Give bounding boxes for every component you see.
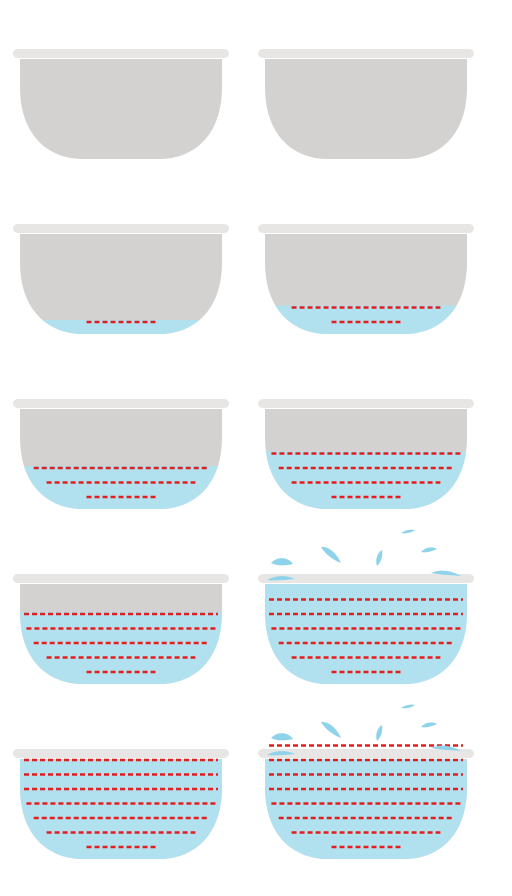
water-fill (265, 305, 467, 334)
water-splash-drop (421, 722, 437, 728)
pot-body (265, 59, 467, 159)
pot (258, 704, 474, 859)
water-splash-drop (271, 733, 293, 741)
water-splash-drop (421, 547, 437, 553)
water-splash-drop (431, 745, 461, 751)
water-splash-drop (321, 721, 341, 738)
water-fill (20, 466, 222, 509)
pot (13, 49, 229, 159)
water-splash-drop (401, 704, 415, 709)
pot (258, 49, 474, 159)
pot-rim (258, 399, 474, 408)
water-splash-drop (376, 725, 383, 741)
pot (13, 399, 229, 509)
pot-rim (13, 49, 229, 58)
water-splash-drop (271, 558, 293, 566)
water-splash-drop (267, 751, 295, 756)
pot-rim (13, 224, 229, 233)
water-fill (20, 320, 222, 334)
water-splash-drop (267, 576, 295, 581)
pot-rim (258, 224, 474, 233)
water-fill (20, 612, 222, 684)
water-fill (265, 451, 467, 509)
pot (13, 749, 229, 859)
pot-rim (258, 574, 474, 583)
pot-rim (13, 399, 229, 408)
pot-rim (258, 49, 474, 58)
pot (258, 399, 474, 509)
pot (13, 574, 229, 684)
pot (258, 224, 474, 334)
pot-body (20, 59, 222, 159)
pot (258, 529, 474, 684)
water-splash-drop (376, 550, 383, 566)
water-splash-drop (321, 546, 341, 563)
pot-rim (13, 574, 229, 583)
pot-rim (13, 749, 229, 758)
pot-body (20, 234, 222, 334)
pot-rim (258, 749, 474, 758)
water-splash-drop (431, 570, 461, 576)
pot (13, 224, 229, 334)
water-splash-drop (401, 529, 415, 534)
